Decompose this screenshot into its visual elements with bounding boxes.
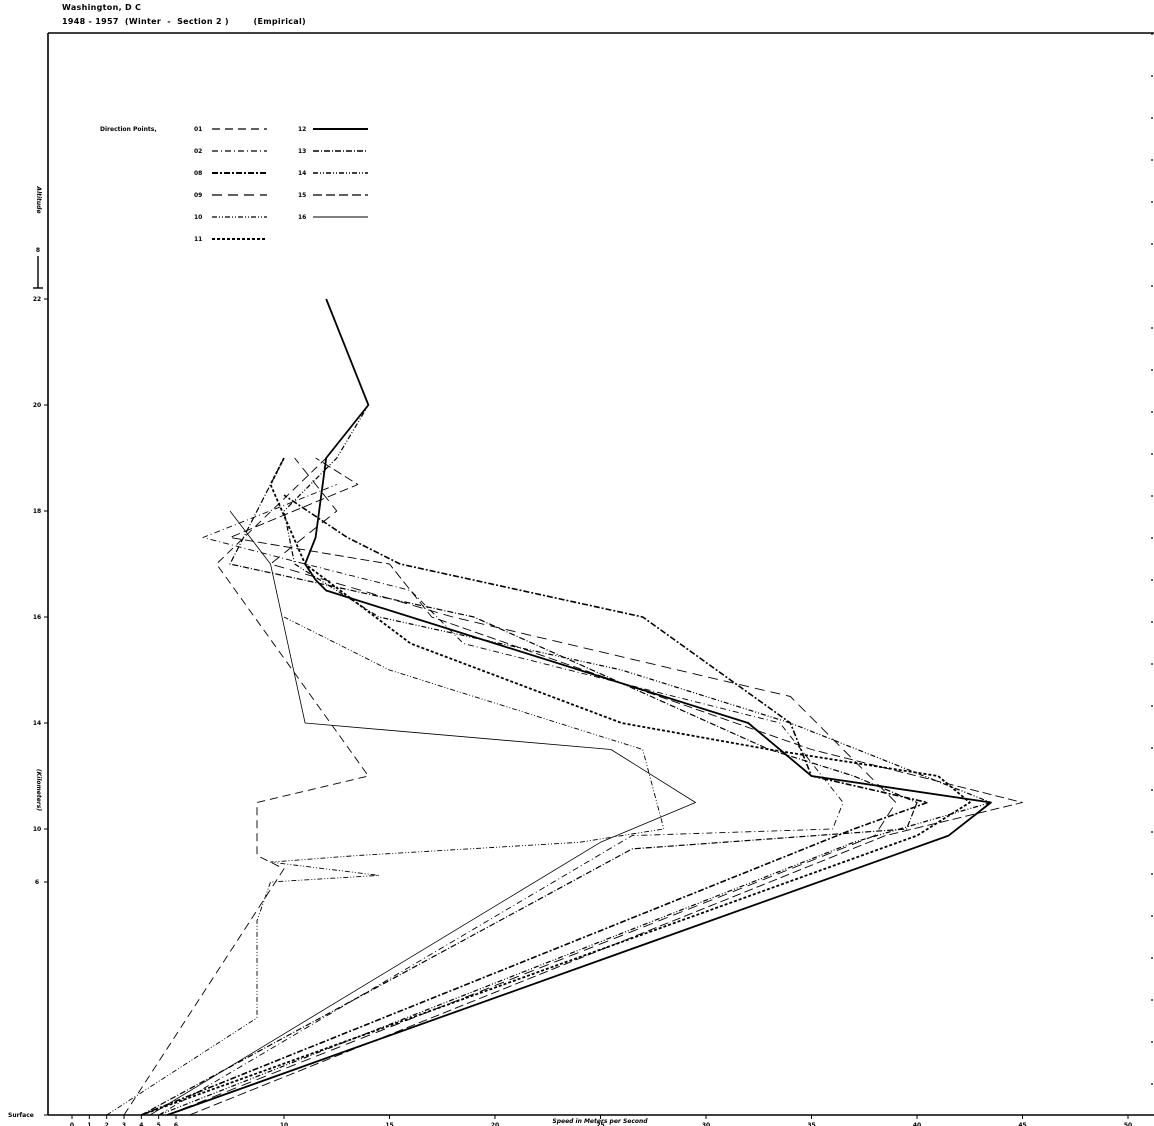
y-tick-label: 18 xyxy=(33,508,41,515)
y-tick-label: Surface xyxy=(8,1112,34,1119)
series-line-15 xyxy=(189,457,1023,1116)
x-tick-label: 20 xyxy=(491,1122,499,1126)
y-top-label: 8 xyxy=(36,247,40,254)
x-axis-ticks: 0 1 2 3 4 5 6 10 15 20 25 30 35 40 45 50 xyxy=(70,1115,1132,1126)
series-line-11 xyxy=(140,457,971,1116)
series-layer xyxy=(106,298,1023,1116)
series-line-01 xyxy=(123,457,369,1116)
y-tick-label: 14 xyxy=(33,720,41,727)
series-line-12 xyxy=(166,298,992,1116)
x-tick-label: 6 xyxy=(174,1122,178,1126)
x-tick-label: 45 xyxy=(1018,1122,1026,1126)
series-line-14 xyxy=(158,404,992,1116)
x-tick-label: 25 xyxy=(596,1122,604,1126)
y-tick-label: 22 xyxy=(33,296,41,303)
series-line-10 xyxy=(106,616,665,1116)
series-line-13 xyxy=(141,457,918,1116)
legend-entry-label: 08 xyxy=(194,170,202,177)
x-tick-label: 3 xyxy=(122,1122,126,1126)
legend-entry-label: 14 xyxy=(298,170,306,177)
y-axis-label: (Kilometers) xyxy=(35,769,42,811)
y-axis-ticks: Surface 6 10 14 16 18 20 22 xyxy=(8,296,48,1119)
series-line-08 xyxy=(141,494,929,1116)
legend-entry-label: 10 xyxy=(194,214,202,221)
legend-entry-label: 11 xyxy=(194,236,202,243)
y-tick-label: 20 xyxy=(33,402,41,409)
x-tick-label: 35 xyxy=(807,1122,815,1126)
legend-entry-label: 12 xyxy=(298,126,306,133)
series-line-16 xyxy=(149,510,696,1116)
legend-entry-label: 02 xyxy=(194,148,202,155)
x-tick-label: 0 xyxy=(70,1122,74,1126)
x-tick-label: 15 xyxy=(385,1122,393,1126)
x-tick-label: 5 xyxy=(157,1122,161,1126)
legend-title: Direction Points, xyxy=(100,126,157,133)
legend-entry-label: 15 xyxy=(298,192,306,199)
y-axis-label-top: Altitude xyxy=(35,185,42,213)
series-line-02 xyxy=(158,484,844,1116)
y-tick-label: 10 xyxy=(33,826,41,833)
x-axis-label: Speed in Meters per Second xyxy=(552,1118,648,1125)
x-tick-label: 50 xyxy=(1124,1122,1132,1126)
legend-entry-label: 09 xyxy=(194,192,202,199)
x-tick-label: 30 xyxy=(702,1122,710,1126)
chart-title-line2: 1948 - 1957 (Winter - Section 2 ) (Empir… xyxy=(62,17,306,26)
legend-entry-label: 13 xyxy=(298,148,306,155)
chart-title-line1: Washington, D C xyxy=(62,3,142,12)
x-tick-label: 2 xyxy=(105,1122,109,1126)
x-tick-label: 4 xyxy=(139,1122,143,1126)
legend-entry-label: 16 xyxy=(298,214,306,221)
x-tick-label: 10 xyxy=(280,1122,288,1126)
x-tick-label: 40 xyxy=(913,1122,921,1126)
legend-entry-label: 01 xyxy=(194,126,202,133)
x-tick-label: 1 xyxy=(87,1122,91,1126)
y-tick-label: 16 xyxy=(33,614,41,621)
y-tick-label: 6 xyxy=(35,879,39,886)
series-line-09 xyxy=(167,457,897,1116)
legend: 01 02 08 09 10 11 12 13 14 15 16 xyxy=(194,126,368,243)
